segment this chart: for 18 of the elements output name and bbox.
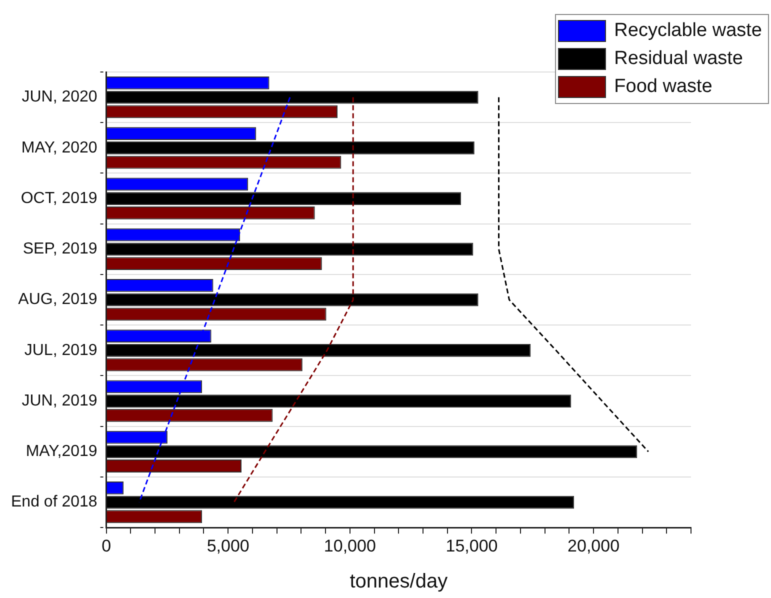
y-tick-label: SEP, 2019 xyxy=(22,240,98,258)
x-tick-label: 20,000 xyxy=(568,536,620,556)
y-tick-label: End of 2018 xyxy=(11,494,98,511)
x-tick-label: 0 xyxy=(102,536,112,556)
x-tick-label: 10,000 xyxy=(324,536,376,556)
legend-label: Residual waste xyxy=(614,48,743,70)
x-tick-label: 15,000 xyxy=(446,536,498,556)
y-tick-label: OCT, 2019 xyxy=(20,190,98,207)
y-tick-label: JUN, 2020 xyxy=(22,88,98,106)
x-axis-title: tonnes/day xyxy=(350,570,448,593)
y-tick-label: JUN, 2019 xyxy=(22,392,98,410)
x-tick-label: 5,000 xyxy=(206,536,250,556)
legend-label: Food waste xyxy=(614,76,712,98)
y-tick-label: JUL, 2019 xyxy=(24,342,98,359)
y-tick-label: MAY, 2020 xyxy=(21,139,98,156)
legend-label: Recyclable waste xyxy=(614,20,762,42)
y-tick-label: AUG, 2019 xyxy=(18,291,98,308)
y-tick-label: MAY,2019 xyxy=(26,443,98,460)
